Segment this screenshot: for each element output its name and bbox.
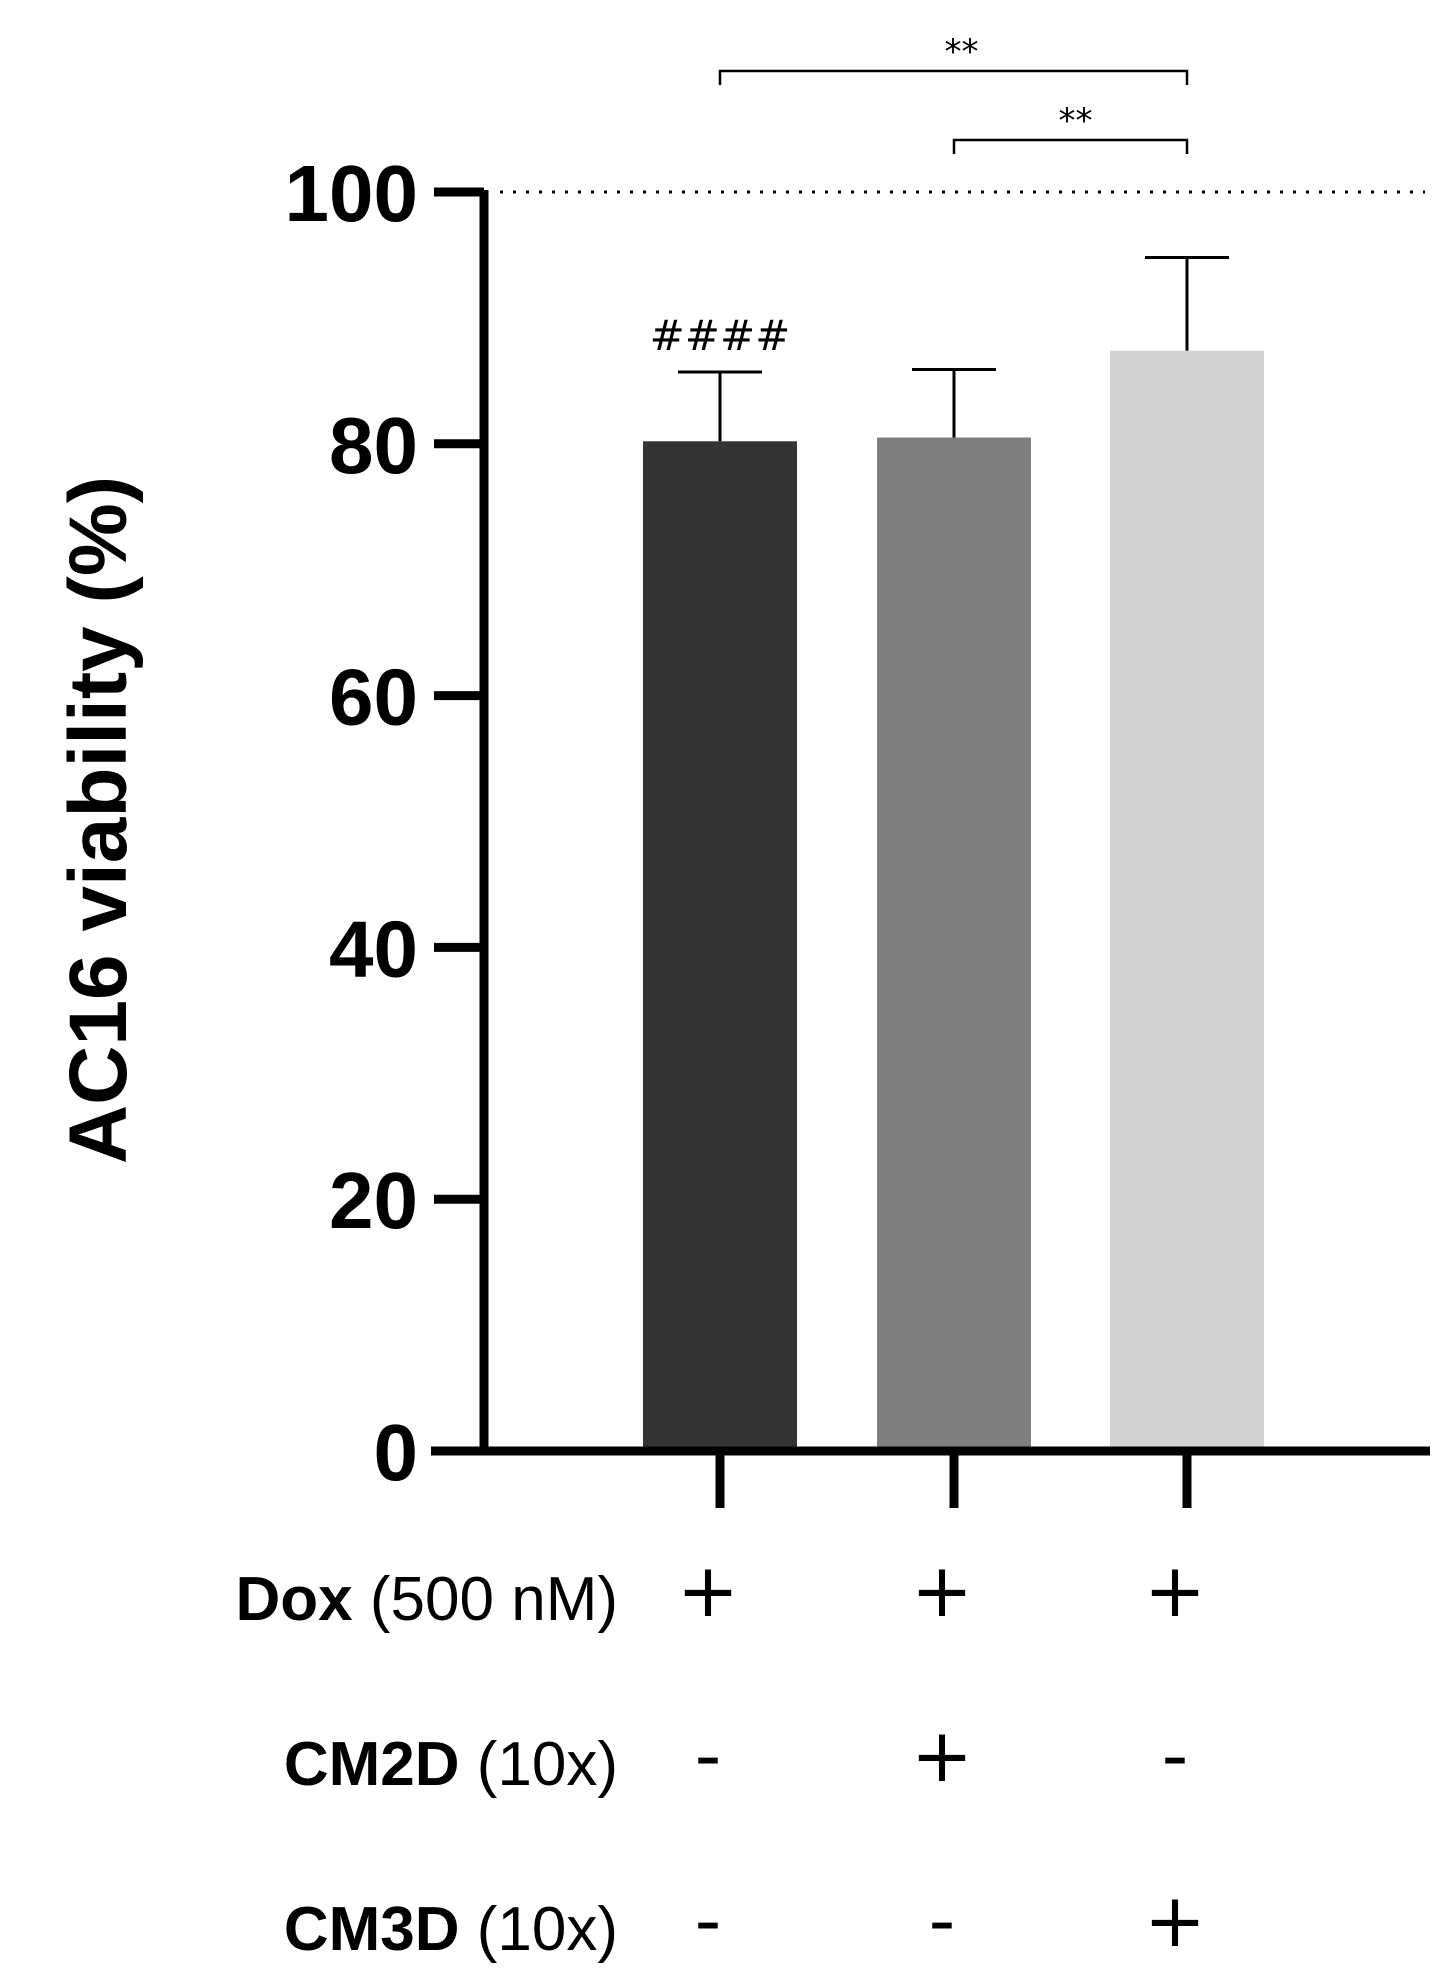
bar-2 xyxy=(1110,350,1264,1451)
condition-name: CM3D xyxy=(284,1895,460,1964)
condition-unit: (10x) xyxy=(460,1895,618,1964)
condition-row-label-1: CM2D (10x) xyxy=(284,1730,618,1799)
condition-symbol-0-2: + xyxy=(1144,1548,1206,1634)
condition-symbol-1-0: - xyxy=(695,1713,722,1799)
condition-row-label-0: Dox (500 nM) xyxy=(236,1565,618,1634)
y-tick-label-0: 0 xyxy=(374,1408,419,1497)
condition-symbol-0-0: + xyxy=(677,1548,739,1634)
condition-name: CM2D xyxy=(284,1730,460,1799)
y-axis-label: AC16 viability (%) xyxy=(53,476,144,1164)
significance-label-0: ** xyxy=(945,32,979,72)
condition-unit: (10x) xyxy=(460,1730,618,1799)
x-ticks-layer xyxy=(715,1455,1192,1508)
bar-annotation-0: #### xyxy=(650,311,791,360)
condition-symbol-2-1: - xyxy=(929,1878,956,1964)
conditions-table: Dox (500 nM) + + + CM2D (10x) - + - CM3D (10x) - -… xyxy=(236,1548,1206,1964)
significance-label-1: ** xyxy=(1059,101,1093,141)
condition-unit: (500 nM) xyxy=(353,1565,618,1634)
bar-0 xyxy=(643,441,797,1452)
y-tick-label-60: 60 xyxy=(329,653,418,742)
significance-layer: ** ** xyxy=(718,32,1189,154)
condition-symbol-2-2: + xyxy=(1144,1878,1206,1964)
bars-layer: #### xyxy=(643,255,1264,1452)
significance-bracket-1 xyxy=(952,138,1189,154)
condition-row-label-2: CM3D (10x) xyxy=(284,1895,618,1964)
bar-1 xyxy=(877,437,1031,1451)
condition-symbol-1-1: + xyxy=(911,1713,973,1799)
y-tick-label-40: 40 xyxy=(329,904,418,993)
y-tick-label-100: 100 xyxy=(285,149,418,238)
y-tick-label-80: 80 xyxy=(329,401,418,490)
significance-bracket-0 xyxy=(718,69,1189,85)
condition-symbol-0-1: + xyxy=(911,1548,973,1634)
y-ticks-layer: 0 20 40 60 80 100 xyxy=(285,149,484,1497)
y-tick-label-20: 20 xyxy=(329,1156,418,1245)
axes-layer xyxy=(431,190,1430,1456)
condition-symbol-2-0: - xyxy=(695,1878,722,1964)
condition-name: Dox xyxy=(236,1565,354,1634)
condition-symbol-1-2: - xyxy=(1162,1713,1189,1799)
